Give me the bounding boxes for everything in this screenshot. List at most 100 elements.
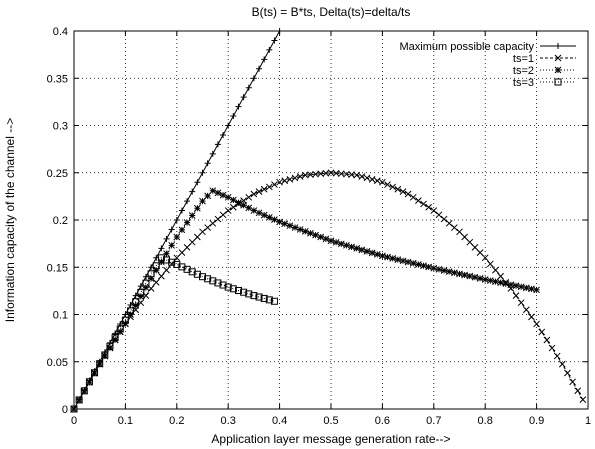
data-point — [250, 190, 258, 198]
data-point — [121, 316, 129, 324]
data-point — [528, 285, 535, 293]
data-point — [204, 160, 211, 167]
data-point — [214, 141, 221, 148]
x-tick-label: 0.1 — [118, 415, 133, 427]
x-tick-label: 1 — [585, 415, 591, 427]
data-point — [564, 369, 571, 377]
data-point — [245, 84, 252, 91]
y-tick-label: 0.35 — [47, 73, 68, 85]
data-point — [270, 297, 278, 305]
data-point — [409, 193, 417, 201]
data-point — [497, 272, 504, 280]
data-point — [307, 229, 314, 237]
data-point — [425, 263, 433, 271]
x-tick-label: 0.9 — [529, 415, 544, 427]
data-point — [481, 254, 489, 262]
data-point — [533, 286, 540, 294]
data-point — [517, 299, 525, 307]
data-point — [286, 222, 294, 230]
data-point — [348, 243, 355, 251]
data-point — [80, 387, 88, 395]
data-point — [137, 288, 145, 296]
data-point — [204, 224, 211, 231]
data-point — [271, 216, 278, 223]
data-point — [199, 197, 206, 205]
data-point — [127, 307, 135, 315]
data-point — [184, 198, 191, 205]
data-point — [91, 369, 98, 377]
data-point — [461, 233, 468, 241]
x-tick-label: 0.5 — [323, 415, 338, 427]
data-point — [122, 311, 129, 318]
data-point — [327, 237, 335, 245]
legend-marker — [555, 43, 561, 49]
data-point — [286, 176, 294, 183]
y-tick-label: 0.25 — [47, 168, 68, 180]
data-point — [265, 183, 273, 191]
data-point — [415, 261, 422, 268]
data-point — [152, 279, 160, 286]
legend-label: Maximum possible capacity — [400, 41, 535, 53]
data-point — [281, 177, 289, 185]
data-point — [111, 336, 119, 344]
series-layer — [70, 28, 587, 413]
data-point — [261, 56, 268, 63]
data-point — [101, 352, 109, 360]
grid — [74, 31, 588, 409]
data-point — [548, 344, 556, 352]
x-axis-label: Application layer message generation rat… — [211, 432, 450, 446]
data-point — [291, 174, 299, 182]
data-point — [178, 226, 186, 234]
data-point — [440, 267, 448, 274]
data-point — [209, 219, 217, 227]
legend-label: ts=2 — [513, 65, 534, 77]
data-point — [389, 183, 397, 191]
data-point — [363, 248, 371, 255]
data-point — [188, 212, 196, 219]
data-point — [502, 280, 510, 288]
data-point — [456, 270, 463, 278]
data-point — [435, 265, 443, 273]
data-point — [384, 253, 391, 261]
data-point — [522, 306, 530, 314]
data-point — [265, 214, 273, 221]
data-point — [322, 235, 330, 243]
data-point — [492, 278, 499, 285]
data-point — [271, 37, 278, 44]
data-point — [209, 150, 216, 157]
data-point — [101, 351, 109, 359]
data-point — [224, 193, 232, 201]
x-tick-label: 0.6 — [375, 415, 390, 427]
data-point — [194, 179, 201, 186]
data-point — [250, 292, 258, 300]
y-tick-label: 0.15 — [47, 262, 68, 274]
data-point — [168, 226, 175, 233]
data-point — [173, 217, 180, 223]
data-point — [75, 396, 83, 404]
data-point — [91, 369, 99, 377]
data-point — [152, 262, 160, 270]
data-point — [193, 270, 201, 278]
data-point — [301, 227, 309, 235]
data-point — [235, 103, 242, 110]
y-tick-label: 0.1 — [53, 310, 68, 322]
data-point — [96, 360, 104, 368]
data-point — [173, 260, 181, 268]
data-point — [312, 231, 319, 239]
data-point — [214, 189, 222, 197]
data-point — [132, 302, 140, 309]
series-4 — [70, 254, 278, 413]
series-2 — [70, 169, 587, 413]
data-point — [379, 178, 386, 186]
data-point — [255, 293, 263, 301]
y-tick-label: 0.2 — [53, 215, 68, 227]
data-point — [219, 281, 227, 289]
data-point — [569, 378, 576, 386]
data-point — [157, 254, 165, 262]
data-point — [507, 281, 515, 289]
data-point — [209, 187, 217, 195]
x-tick-label: 0.4 — [272, 415, 287, 427]
data-point — [476, 249, 484, 256]
data-point — [574, 387, 582, 395]
data-point — [194, 233, 201, 241]
